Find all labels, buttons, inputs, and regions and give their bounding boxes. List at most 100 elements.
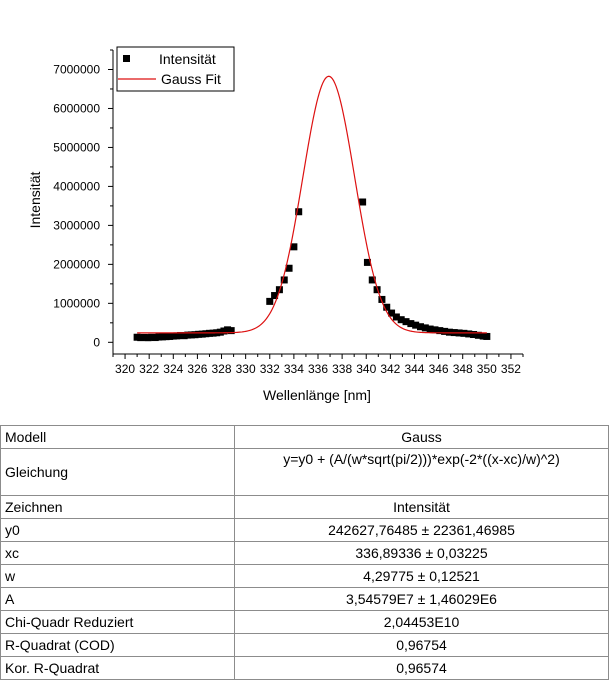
- data-point: [417, 323, 424, 331]
- table-row: Gleichung y=y0 + (A/(w*sqrt(pi/2)))*exp(-…: [0, 448, 609, 496]
- row-value: Gauss: [234, 425, 609, 449]
- row-key: w: [0, 564, 235, 588]
- data-point: [363, 258, 371, 266]
- x-tick-label: 330: [236, 362, 256, 376]
- x-tick-label: 336: [308, 362, 328, 376]
- data-point: [187, 331, 195, 339]
- data-point: [198, 330, 206, 338]
- row-key: Chi-Quadr Reduziert: [0, 610, 235, 634]
- data-point: [224, 326, 232, 334]
- legend-box: [116, 46, 235, 92]
- data-point: [137, 334, 145, 342]
- legend-marker-square: [123, 55, 130, 62]
- data-point: [148, 333, 156, 341]
- row-value: 2,04453E10: [234, 610, 609, 634]
- data-point: [220, 327, 228, 335]
- row-value: Intensität: [234, 495, 609, 519]
- data-point: [465, 330, 473, 338]
- table-row: xc 336,89336 ± 0,03225: [0, 541, 609, 565]
- data-point: [158, 333, 166, 341]
- data-point: [483, 332, 491, 340]
- row-value: 4,29775 ± 0,12521: [234, 564, 609, 588]
- x-tick-label: 340: [356, 362, 376, 376]
- data-point: [177, 331, 185, 339]
- x-axis-label: Wellenlänge [nm]: [263, 387, 371, 403]
- data-point: [441, 327, 449, 335]
- data-point: [191, 331, 199, 339]
- data-point: [155, 333, 163, 341]
- data-point: [295, 208, 303, 216]
- data-point: [133, 333, 141, 341]
- data-point: [426, 325, 434, 333]
- data-point: [151, 334, 159, 342]
- row-value: 0,96574: [234, 656, 609, 680]
- data-point: [388, 309, 396, 317]
- row-value: 336,89336 ± 0,03225: [234, 541, 609, 565]
- row-value: 242627,76485 ± 22361,46985: [234, 518, 609, 542]
- row-key: Zeichnen: [0, 495, 235, 519]
- results-table: Modell Gauss Gleichung y=y0 + (A/(w*sqrt(p…: [0, 425, 609, 680]
- x-tick-label: 326: [187, 362, 207, 376]
- row-key: Kor. R-Quadrat: [0, 656, 235, 680]
- table-row: R-Quadrat (COD) 0,96754: [0, 633, 609, 657]
- data-point: [285, 264, 293, 272]
- x-tick-label: 344: [404, 362, 424, 376]
- row-value: y=y0 + (A/(w*sqrt(pi/2)))*exp(-2*((x-xc)…: [234, 448, 609, 496]
- table-row: y0 242627,76485 ± 22361,46985: [0, 518, 609, 542]
- data-point: [144, 334, 152, 342]
- data-point: [202, 330, 210, 338]
- data-point: [280, 276, 288, 284]
- data-point: [166, 332, 174, 340]
- legend: Intensität Gauss Fit: [116, 46, 235, 92]
- data-point: [271, 292, 279, 300]
- x-tick-label: 348: [453, 362, 473, 376]
- data-point: [412, 321, 420, 329]
- y-tick-label: 2000000: [53, 257, 100, 271]
- data-point: [436, 327, 444, 335]
- y-tick-label: 5000000: [53, 140, 100, 154]
- data-point: [368, 276, 376, 284]
- table-row: Kor. R-Quadrat 0,96574: [0, 656, 609, 680]
- row-value: 0,96754: [234, 633, 609, 657]
- data-point: [470, 331, 478, 339]
- legend-label-gauss-fit: Gauss Fit: [161, 71, 221, 87]
- row-key: A: [0, 587, 235, 611]
- y-tick-label: 7000000: [53, 62, 100, 76]
- row-key: Gleichung: [0, 448, 235, 496]
- x-tick-label: 346: [429, 362, 449, 376]
- data-point: [227, 327, 235, 335]
- y-axis-label: Intensität: [27, 171, 43, 228]
- row-key: Modell: [0, 425, 235, 449]
- y-tick-label: 4000000: [53, 179, 100, 193]
- data-point: [162, 333, 170, 341]
- data-point: [140, 333, 148, 341]
- plot-area: [133, 75, 491, 342]
- data-point: [359, 198, 367, 206]
- data-point: [474, 331, 482, 339]
- data-point: [392, 313, 400, 321]
- x-tick-label: 342: [380, 362, 400, 376]
- data-point: [184, 331, 192, 339]
- x-tick-label: 328: [212, 362, 232, 376]
- y-tick-label: 6000000: [53, 101, 100, 115]
- row-key: R-Quadrat (COD): [0, 633, 235, 657]
- data-point: [397, 316, 405, 324]
- data-point: [169, 332, 177, 340]
- x-tick-label: 350: [477, 362, 497, 376]
- data-point: [290, 243, 298, 251]
- chart: 320 322 324 326 328 330 332 334 336 338 340 342 344 3…: [27, 46, 524, 403]
- table-row: Modell Gauss: [0, 425, 609, 449]
- data-point: [402, 318, 410, 326]
- legend-label-intensitaet: Intensität: [159, 51, 216, 67]
- data-point: [180, 332, 188, 340]
- table-row: Zeichnen Intensität: [0, 495, 609, 519]
- data-point: [445, 328, 453, 336]
- data-point: [431, 326, 439, 334]
- data-point: [266, 297, 274, 305]
- x-tick-label: 324: [163, 362, 183, 376]
- row-key: xc: [0, 541, 235, 565]
- y-tick-label: 1000000: [53, 296, 100, 310]
- x-tick-label: 334: [284, 362, 304, 376]
- data-point: [383, 303, 391, 311]
- data-point: [378, 295, 386, 303]
